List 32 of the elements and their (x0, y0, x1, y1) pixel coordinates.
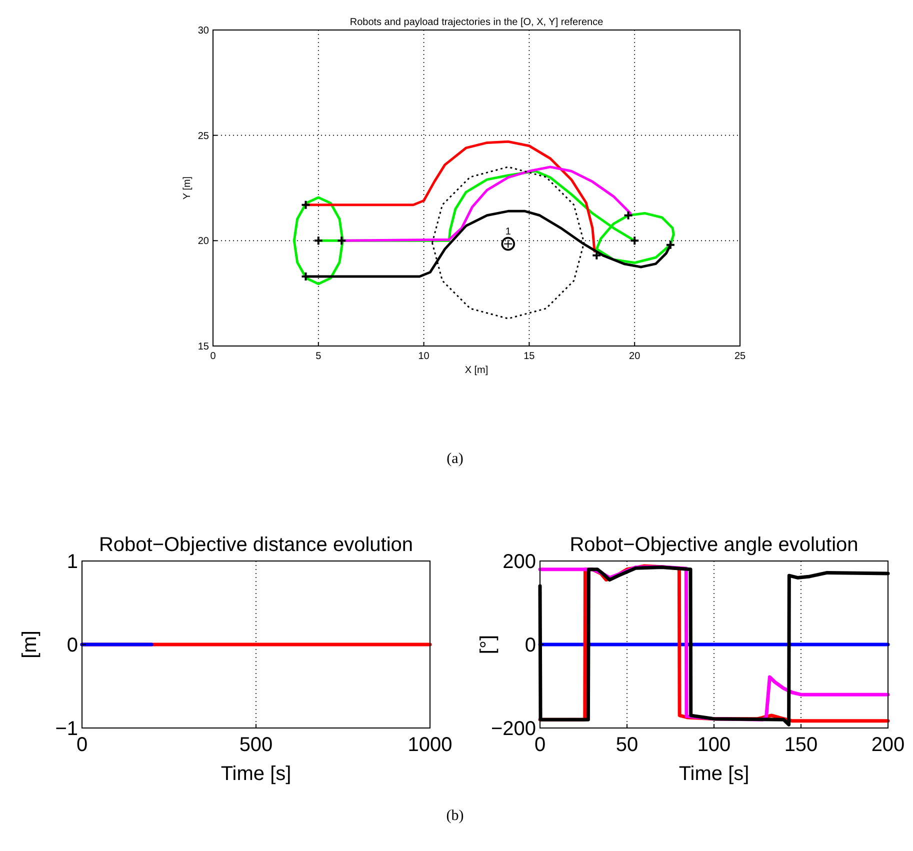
x-tick-label: 150 (784, 734, 818, 756)
y-axis-title: Y [m] (182, 176, 193, 200)
y-axis-title: [m] (19, 630, 41, 658)
x-tick-label: 25 (734, 351, 746, 362)
x-tick-label: 20 (629, 351, 641, 362)
x-axis-title: X [m] (464, 365, 488, 376)
y-tick-label: 200 (502, 551, 536, 573)
x-tick-label: 10 (418, 351, 430, 362)
x-tick-label: 5 (316, 351, 322, 362)
x-axis-title: Time [s] (220, 763, 292, 785)
y-tick-label: 0 (66, 634, 78, 656)
y-tick-label: 0 (524, 634, 536, 656)
x-tick-label: 100 (697, 734, 731, 756)
chart-title: Robots and payload trajectories in the [O, X, Y] reference (350, 17, 604, 28)
x-tick-label: 500 (239, 734, 273, 756)
y-tick-label: 15 (198, 342, 210, 352)
text: (b) (446, 808, 464, 824)
y-tick-label: −1 (55, 718, 78, 740)
y-tick-label: 30 (198, 26, 210, 36)
x-axis-title: Time [s] (678, 763, 750, 785)
y-tick-label: −200 (490, 718, 536, 740)
x-tick-label: 200 (871, 734, 905, 756)
x-tick-label: 0 (210, 351, 216, 362)
chart-title: Robot−Objective distance evolution (98, 534, 414, 556)
text: (a) (446, 451, 464, 467)
y-tick-label: 1 (66, 551, 78, 573)
x-tick-label: 50 (616, 734, 638, 756)
chart-title: Robot−Objective angle evolution (570, 534, 858, 556)
y-tick-label: 20 (198, 236, 210, 248)
y-axis-title: [°] (477, 634, 499, 654)
x-tick-label: 1000 (408, 734, 452, 756)
y-tick-label: 25 (198, 130, 210, 142)
